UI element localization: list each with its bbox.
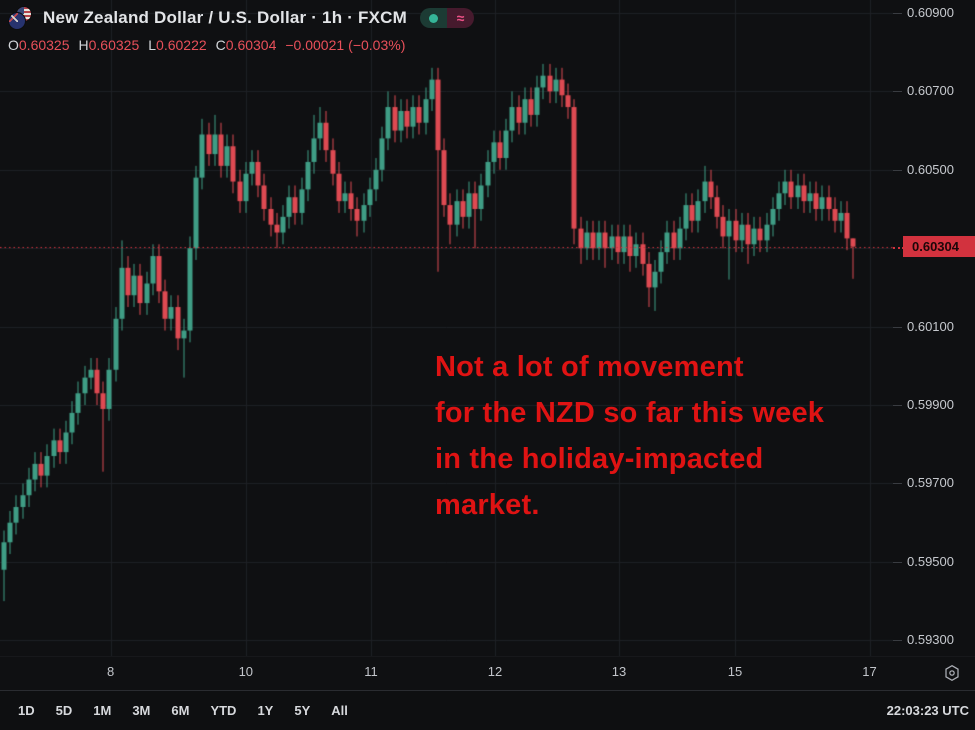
annotation-line: in the holiday-impacted <box>435 443 764 475</box>
market-status-pill[interactable]: ≈ <box>419 8 474 28</box>
annotation-text: Not a lot of movement for the NZD so far … <box>435 344 824 528</box>
symbol-header: New Zealand Dollar / U.S. Dollar · 1h · … <box>8 6 474 30</box>
price-axis-tick <box>893 169 902 171</box>
change-percent: (−0.03%) <box>348 37 406 53</box>
time-axis-label: 13 <box>611 664 627 679</box>
price-axis-tick <box>893 483 902 485</box>
time-axis-label: 10 <box>238 664 254 679</box>
range-button-1d[interactable]: 1D <box>18 703 35 718</box>
price-axis-label: 0.59700 <box>907 475 954 491</box>
annotation-line: market. <box>435 489 540 521</box>
annotation-line: Not a lot of movement <box>435 351 744 383</box>
price-axis-tick <box>893 91 902 93</box>
nz-flag-icon <box>8 12 26 30</box>
close-value: 0.60304 <box>225 37 277 53</box>
time-axis-label: 12 <box>487 664 503 679</box>
range-button-5d[interactable]: 5D <box>55 703 73 718</box>
price-axis-label: 0.60100 <box>907 318 954 334</box>
price-axis-tick <box>893 326 902 328</box>
price-axis-label: 0.60700 <box>907 83 954 99</box>
price-axis-label: 0.59500 <box>907 553 954 569</box>
low-label: L <box>148 37 157 53</box>
last-price-value: 0.60304 <box>912 239 959 255</box>
gear-icon <box>945 664 959 682</box>
price-axis-label: 0.59300 <box>907 632 954 648</box>
open-label: O <box>8 37 19 53</box>
delayed-data-approx-icon[interactable]: ≈ <box>446 8 474 28</box>
price-axis-tick <box>893 561 902 563</box>
range-button-all[interactable]: All <box>331 703 348 718</box>
time-axis-label: 17 <box>862 664 877 679</box>
annotation-line: for the NZD so far this week <box>435 397 825 429</box>
price-axis-tick <box>893 640 902 642</box>
open-value: 0.60325 <box>18 37 70 53</box>
ohlc-row: O0.60325 H0.60325 L0.60222 C0.60304 −0.00021… <box>8 37 474 53</box>
range-button-3m[interactable]: 3M <box>132 703 151 718</box>
range-button-5y[interactable]: 5Y <box>294 703 311 718</box>
last-price-badge: 0.60304 <box>903 236 975 258</box>
range-button-1m[interactable]: 1M <box>93 703 112 718</box>
market-status-dot-icon[interactable] <box>419 8 447 28</box>
range-button-1y[interactable]: 1Y <box>257 703 274 718</box>
range-button-ytd[interactable]: YTD <box>210 703 237 718</box>
low-value: 0.60222 <box>156 37 207 53</box>
high-value: 0.60325 <box>88 37 140 53</box>
symbol-title[interactable]: New Zealand Dollar / U.S. Dollar · 1h · … <box>43 8 407 27</box>
price-axis-label: 0.60500 <box>907 161 954 177</box>
candlestick-chart[interactable] <box>0 0 893 656</box>
axis-settings-button[interactable] <box>939 660 965 686</box>
price-axis-tick <box>893 405 902 407</box>
time-axis[interactable]: 8 10 11 12 13 15 17 <box>0 656 975 691</box>
time-axis-label: 11 <box>364 664 378 679</box>
change-value: −0.00021 <box>285 37 345 53</box>
price-axis-label: 0.60900 <box>907 4 954 20</box>
range-selector: 1D 5D 1M 3M 6M YTD 1Y 5Y All <box>18 703 348 718</box>
high-label: H <box>78 37 89 53</box>
price-axis-label: 0.59900 <box>907 397 954 413</box>
bottom-toolbar: 1D 5D 1M 3M 6M YTD 1Y 5Y All 22:03:23 UTC <box>0 690 975 730</box>
close-label: C <box>215 37 226 53</box>
price-axis[interactable]: 0.60304 0.60900 0.60700 0.60500 0.60100 0.59… <box>893 0 975 656</box>
nzd-usd-flags-icon <box>8 6 34 30</box>
time-axis-label: 15 <box>727 664 743 679</box>
price-axis-tick <box>893 12 902 14</box>
time-axis-label: 8 <box>107 664 115 679</box>
chart-legend: New Zealand Dollar / U.S. Dollar · 1h · … <box>8 6 474 53</box>
timezone-clock-button[interactable]: 22:03:23 UTC <box>886 703 969 718</box>
range-button-6m[interactable]: 6M <box>171 703 190 718</box>
price-line-dots <box>893 246 904 249</box>
